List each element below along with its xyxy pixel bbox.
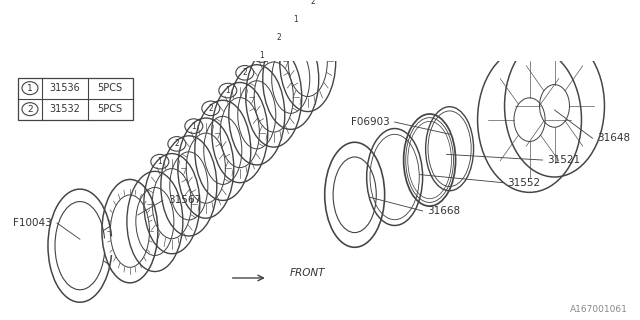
Text: 2: 2 [310, 0, 315, 6]
Text: 31648: 31648 [598, 133, 630, 143]
Text: 2: 2 [243, 68, 247, 77]
Text: 1: 1 [191, 122, 196, 131]
Text: 1: 1 [27, 84, 33, 92]
Text: 2: 2 [175, 140, 179, 148]
Text: 5PCS: 5PCS [97, 83, 122, 93]
Text: 1: 1 [259, 51, 264, 60]
Text: 31536: 31536 [49, 83, 80, 93]
Text: 1: 1 [225, 86, 230, 95]
Text: A167001061: A167001061 [570, 305, 627, 314]
Text: 1: 1 [157, 157, 162, 166]
Text: 2: 2 [276, 33, 281, 42]
Text: 31552: 31552 [508, 178, 541, 188]
Text: 2: 2 [209, 104, 213, 113]
Text: 2: 2 [27, 105, 33, 114]
Text: F10043: F10043 [13, 218, 52, 228]
Text: 31532: 31532 [49, 104, 81, 114]
Text: 31668: 31668 [428, 206, 461, 216]
Text: 5PCS: 5PCS [97, 104, 122, 114]
Text: 1: 1 [293, 15, 298, 24]
Bar [18, 78, 133, 120]
Text: 31567: 31567 [168, 196, 201, 205]
Text: F06903: F06903 [351, 117, 390, 127]
Text: 31521: 31521 [547, 155, 580, 165]
Text: FRONT: FRONT [290, 268, 325, 278]
